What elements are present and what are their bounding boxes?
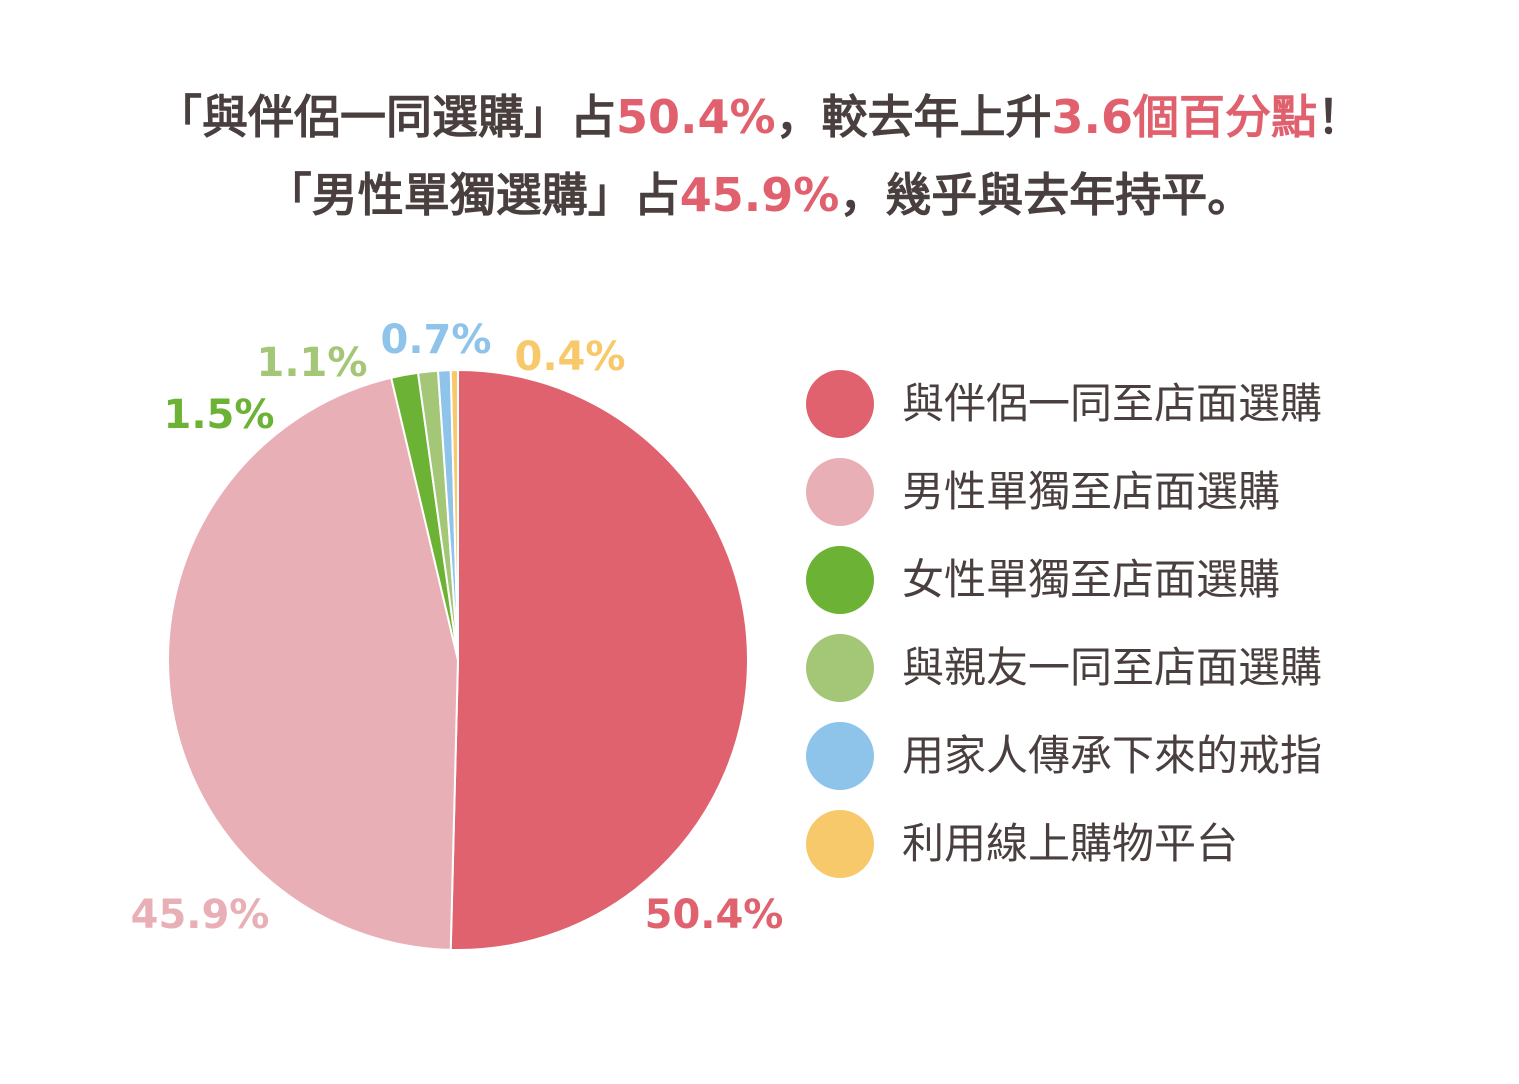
headline-line-2: 「男性單獨選購」占45.9%，幾乎與去年持平。 [0, 156, 1519, 234]
legend-item-4: 與親友一同至店面選購 [806, 634, 1456, 722]
legend-label-6: 利用線上購物平台 [902, 819, 1239, 868]
legend-label-2: 男性單獨至店面選購 [902, 467, 1281, 516]
legend-swatch-1 [806, 370, 874, 438]
legend-item-3: 女性單獨至店面選購 [806, 546, 1456, 634]
legend-item-6: 利用線上購物平台 [806, 810, 1456, 898]
headline-1-highlight-b: 3.6個百分點 [1051, 90, 1318, 144]
legend-label-3: 女性單獨至店面選購 [902, 555, 1281, 604]
pie-slice-2-value-label: 45.9% [131, 892, 270, 938]
pie-slice-1-value-label: 50.4% [645, 892, 784, 938]
legend-swatch-3 [806, 546, 874, 614]
pie-slice-1 [449, 368, 749, 951]
pie-slice-5-value-label: 0.7% [381, 317, 492, 363]
headline-1-text-c: ！ [1317, 90, 1364, 144]
headline-line-1: 「與伴侶一同選購」占50.4%，較去年上升3.6個百分點！ [0, 78, 1519, 156]
pie-slice-2 [167, 376, 460, 951]
pie-slice-6-value-label: 0.4% [515, 334, 626, 380]
legend-label-1: 與伴侶一同至店面選購 [902, 379, 1323, 428]
pie-slice-4-value-label: 1.1% [257, 340, 368, 386]
pie-slice-6 [449, 368, 459, 661]
legend-item-5: 用家人傳承下來的戒指 [806, 722, 1456, 810]
legend-swatch-5 [806, 722, 874, 790]
legend-swatch-4 [806, 634, 874, 702]
legend-label-5: 用家人傳承下來的戒指 [902, 731, 1323, 780]
headline-2-text-b: ，幾乎與去年持平。 [839, 168, 1254, 222]
headline-1-text-a: 「與伴侶一同選購」占 [155, 90, 616, 144]
pie-slice-3-value-label: 1.5% [164, 392, 275, 438]
headline-1-highlight-a: 50.4% [615, 90, 776, 144]
legend-swatch-2 [806, 458, 874, 526]
legend-label-4: 與親友一同至店面選購 [902, 643, 1323, 692]
legend-swatch-6 [806, 810, 874, 878]
headline: 「與伴侶一同選購」占50.4%，較去年上升3.6個百分點！ 「男性單獨選購」占4… [0, 78, 1519, 234]
legend-item-1: 與伴侶一同至店面選購 [806, 370, 1456, 458]
headline-1-text-b: ，較去年上升 [775, 90, 1052, 144]
headline-2-highlight-a: 45.9% [679, 168, 840, 222]
chart-legend: 與伴侶一同至店面選購 男性單獨至店面選購 女性單獨至店面選購 與親友一同至店面選購 用家… [806, 370, 1456, 898]
headline-2-text-a: 「男性單獨選購」占 [265, 168, 680, 222]
legend-item-2: 男性單獨至店面選購 [806, 458, 1456, 546]
